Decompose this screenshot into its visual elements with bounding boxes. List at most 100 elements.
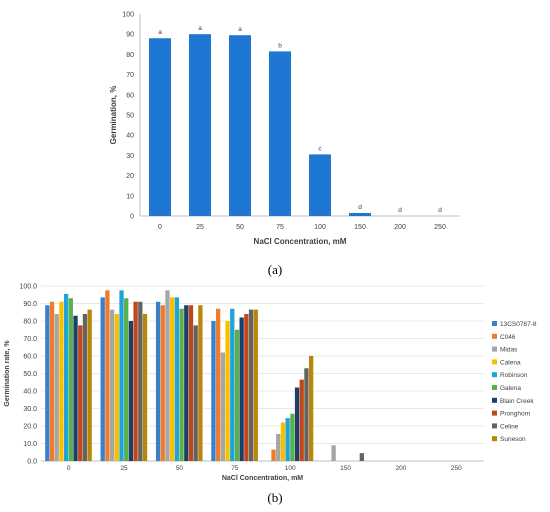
bar [128,321,134,461]
bar [105,290,110,461]
bar [119,290,124,461]
y-tick-label: 10.0 [23,441,37,448]
y-tick-label: 50.0 [23,371,37,378]
y-axis-title: Germination rate, % [4,340,11,407]
bar-data-label: a [158,29,162,36]
y-tick-label: 100.0 [19,284,37,291]
bar-data-label: d [358,204,362,211]
x-axis-title: NaCl Concentration, mM [254,237,347,246]
bar [160,305,165,461]
bar [165,290,170,461]
bar [234,329,240,461]
bar [248,309,254,461]
x-tick-label: 100 [285,465,296,472]
bar [211,321,216,461]
y-tick-label: 100 [122,12,134,19]
x-tick-label: 250 [434,224,446,231]
x-tick-label: 200 [396,465,407,472]
x-tick-label: 150 [354,224,366,231]
legend-label: C046 [500,334,516,341]
y-tick-label: 70.0 [23,336,37,343]
legend-swatch [492,372,497,378]
bar [331,445,336,461]
x-tick-label: 50 [236,224,244,231]
legend-label: Robinson [500,372,528,379]
y-tick-label: 10 [126,193,134,200]
bar [276,433,281,461]
bar [114,314,119,461]
bar [68,298,73,461]
x-tick-label: 75 [276,224,284,231]
bar [78,325,83,461]
legend-label: Pronghorn [500,411,531,418]
bar-data-label: d [438,207,442,214]
bar-data-label: a [198,25,202,32]
bar [220,352,226,461]
bar [193,325,198,461]
chart-b: 0.0 10.0 20.0 30.0 40.0 50.0 60.0 70.0 80.0 90.0 1… [0,270,550,512]
legend-label: Midas [500,347,518,354]
y-tick-label: 80.0 [23,319,37,326]
bar [299,379,304,461]
x-tick-label: 0 [67,465,71,472]
bar [229,35,251,217]
x-tick-label: 0 [158,224,162,231]
legend-label: Calena [500,359,521,366]
bar [285,418,290,461]
bar [269,51,291,217]
legend-swatch [492,385,497,390]
legend-swatch [492,321,497,326]
legend-swatch [492,397,497,403]
legend-swatch [492,359,497,365]
bar [45,305,50,461]
legend-swatch [492,410,497,416]
bar [294,387,300,461]
bar [82,314,88,461]
bar [59,301,64,461]
bar [49,301,55,461]
chart-a-svg: 0 10 20 30 40 50 60 70 80 90 100 a 0 a 25 a 50 b 75 c 100 d 15… [109,12,460,246]
x-tick-label: 100 [314,224,326,231]
bar [73,315,78,461]
bar [138,301,143,461]
bar-data-label: d [398,207,402,214]
y-tick-label: 50 [126,113,134,120]
y-axis-title: Germination, % [109,86,118,145]
bar [225,321,230,461]
bar [253,309,258,461]
panel-label-b: (b) [267,490,283,505]
bar [133,301,138,461]
legend-label: 13CS0787-8 [500,321,537,328]
bar [170,297,175,461]
bar [230,308,235,461]
x-tick-label: 50 [176,465,184,472]
x-tick-label: 150 [340,465,351,472]
bar [359,453,364,461]
bar [280,422,286,461]
y-tick-label: 20.0 [23,424,37,431]
y-tick-label: 90.0 [23,301,37,308]
bar [188,305,194,461]
bar [198,305,203,461]
bar [184,305,189,461]
bar [304,368,309,461]
y-tick-label: 70 [126,72,134,79]
legend-swatch [492,333,497,339]
y-tick-label: 0.0 [27,459,37,466]
chart-b-svg: 0.0 10.0 20.0 30.0 40.0 50.0 60.0 70.0 80.0 90.0 1… [4,284,537,483]
bar-data-label: a [238,26,242,33]
y-tick-label: 40 [126,133,134,140]
y-tick-label: 30 [126,153,134,160]
x-tick-label: 75 [231,465,239,472]
bar [155,301,161,461]
bar [54,314,59,461]
bar-data-label: b [278,42,282,49]
bar [216,308,221,461]
bar [174,297,180,461]
bar [142,314,148,461]
y-tick-label: 30.0 [23,406,37,413]
bar [87,309,92,461]
bar [309,154,331,216]
y-tick-label: 60.0 [23,354,37,361]
bar [63,293,69,461]
